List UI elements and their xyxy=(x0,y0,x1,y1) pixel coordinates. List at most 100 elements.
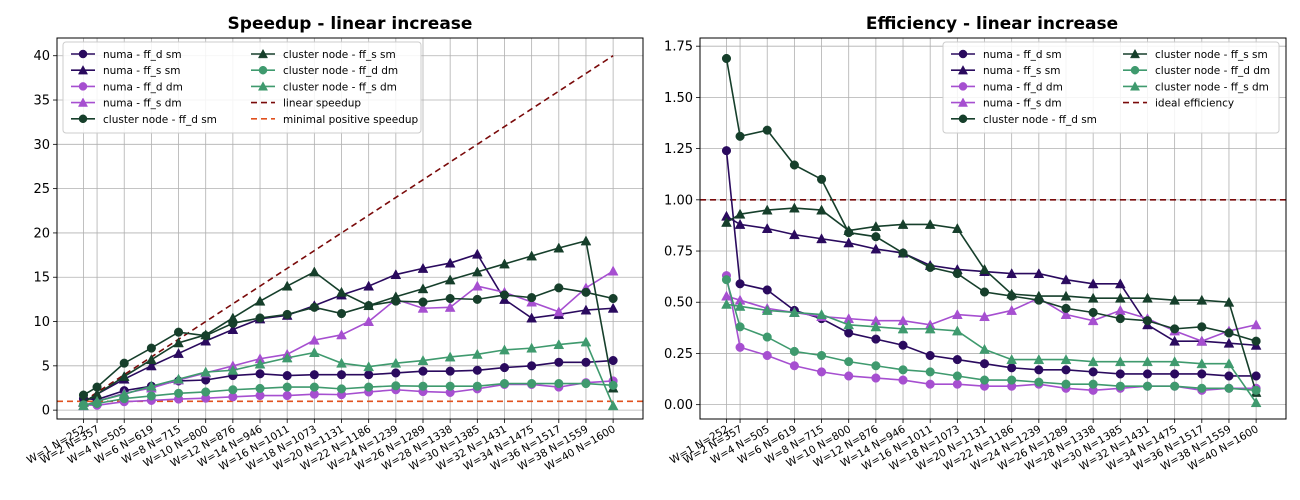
legend-marker xyxy=(78,49,88,59)
data-point-numa-ff-d-dm xyxy=(952,379,962,389)
data-point-cluster-node-ff-d-sm xyxy=(979,287,990,297)
legend-marker xyxy=(78,82,88,91)
legend-label: cluster node - ff_s dm xyxy=(283,81,397,93)
data-point-cluster-node-ff-d-dm xyxy=(472,381,482,391)
data-point-cluster-node-ff-s-sm xyxy=(444,274,456,285)
data-point-cluster-node-ff-s-sm xyxy=(1196,294,1208,305)
data-point-numa-ff-d-sm xyxy=(844,328,854,338)
legend-label: numa - ff_d dm xyxy=(103,81,183,93)
legend-entry-cluster-node-ff-d-sm: cluster node - ff_d sm xyxy=(71,114,217,126)
data-point-cluster-node-ff-d-dm xyxy=(201,387,211,397)
data-point-numa-ff-s-sm xyxy=(580,304,592,315)
legend-label: numa - ff_s dm xyxy=(983,98,1062,110)
data-point-numa-ff-d-sm xyxy=(608,355,618,366)
data-point-numa-ff-d-sm xyxy=(527,361,537,371)
data-point-cluster-node-ff-d-dm xyxy=(789,346,799,356)
data-point-numa-ff-d-sm xyxy=(1142,369,1153,379)
data-point-cluster-node-ff-d-dm xyxy=(1224,383,1234,393)
series-cluster-node-ff-s-dm xyxy=(721,298,1262,408)
data-point-cluster-node-ff-s-dm xyxy=(924,323,936,334)
legend-entry-numa-ff-s-sm: numa - ff_s sm xyxy=(951,65,1060,77)
data-point-cluster-node-ff-s-sm xyxy=(721,216,732,227)
data-point-numa-ff-d-sm xyxy=(952,355,962,365)
data-point-numa-ff-d-sm xyxy=(1224,371,1234,381)
data-point-cluster-node-ff-d-sm xyxy=(898,248,908,258)
data-point-cluster-node-ff-d-dm xyxy=(1197,383,1207,393)
data-point-numa-ff-d-sm xyxy=(1251,371,1261,381)
data-point-cluster-node-ff-d-dm xyxy=(1061,379,1071,389)
data-point-cluster-node-ff-d-sm xyxy=(554,283,564,293)
data-point-cluster-node-ff-d-dm xyxy=(952,371,962,381)
data-point-cluster-node-ff-s-sm xyxy=(951,223,963,233)
y-tick-label: 15 xyxy=(33,271,50,286)
data-point-numa-ff-d-sm xyxy=(1061,365,1071,375)
data-point-cluster-node-ff-s-sm xyxy=(979,263,990,274)
data-point-numa-ff-s-sm xyxy=(816,233,827,244)
data-point-cluster-node-ff-s-sm xyxy=(146,354,157,365)
data-point-numa-ff-s-sm xyxy=(843,237,855,248)
data-point-cluster-node-ff-s-sm xyxy=(281,280,293,291)
data-point-numa-ff-d-sm xyxy=(581,357,591,367)
data-point-cluster-node-ff-d-dm xyxy=(762,332,772,342)
data-point-numa-ff-d-sm xyxy=(898,340,908,350)
data-point-cluster-node-ff-s-dm xyxy=(336,357,347,368)
legend-marker xyxy=(258,65,268,75)
data-point-cluster-node-ff-d-dm xyxy=(871,361,881,371)
y-tick-label: 0.50 xyxy=(664,296,693,311)
data-point-numa-ff-s-sm xyxy=(200,335,212,346)
data-point-numa-ff-s-sm xyxy=(734,218,746,229)
data-point-numa-ff-d-sm xyxy=(554,357,564,367)
legend-entry-numa-ff-d-dm: numa - ff_d dm xyxy=(71,81,183,93)
data-point-cluster-node-ff-s-dm xyxy=(281,352,293,363)
data-point-numa-ff-s-sm xyxy=(390,269,402,280)
data-point-cluster-node-ff-s-dm xyxy=(1223,358,1235,369)
data-point-cluster-node-ff-d-dm xyxy=(336,384,347,394)
y-tick-label: 0 xyxy=(42,404,50,419)
data-point-cluster-node-ff-d-sm xyxy=(445,293,455,304)
data-point-cluster-node-ff-s-sm xyxy=(118,370,130,381)
data-point-cluster-node-ff-s-sm xyxy=(471,266,483,277)
y-tick-label: 40 xyxy=(33,49,50,64)
data-point-cluster-node-ff-d-dm xyxy=(581,379,591,389)
data-point-cluster-node-ff-d-sm xyxy=(581,287,591,297)
y-tick-label: 0.25 xyxy=(664,347,693,362)
data-point-cluster-node-ff-d-dm xyxy=(554,379,564,389)
legend-label: cluster node - ff_d sm xyxy=(983,114,1097,126)
data-point-cluster-node-ff-d-sm xyxy=(1251,336,1261,346)
data-point-cluster-node-ff-s-dm xyxy=(1087,356,1099,367)
data-point-numa-ff-s-sm xyxy=(173,347,184,358)
efficiency-chart-title: Efficiency - linear increase xyxy=(866,14,1118,34)
data-point-cluster-node-ff-s-dm xyxy=(721,298,732,309)
data-point-cluster-node-ff-s-sm xyxy=(417,283,429,294)
legend-label: cluster node - ff_s dm xyxy=(1155,81,1269,93)
data-point-numa-ff-d-dm xyxy=(844,371,854,381)
data-point-cluster-node-ff-s-dm xyxy=(1169,356,1181,367)
data-point-cluster-node-ff-d-dm xyxy=(418,381,428,391)
data-point-numa-ff-d-sm xyxy=(255,369,265,379)
data-point-cluster-node-ff-d-dm xyxy=(1088,379,1098,389)
data-point-numa-ff-s-dm xyxy=(979,311,990,322)
y-tick-label: 0.75 xyxy=(664,245,693,260)
series-cluster-node-ff-s-dm xyxy=(78,336,619,411)
data-point-cluster-node-ff-s-dm xyxy=(580,336,592,347)
data-point-cluster-node-ff-s-dm xyxy=(146,380,157,391)
efficiency-chart: Efficiency - linear increase 0.00 0.25 0.5… xyxy=(664,14,1287,473)
legend-entry-cluster-node-ff-s-sm: cluster node - ff_s sm xyxy=(251,48,396,61)
y-tick-label: 1.75 xyxy=(664,40,693,55)
data-point-numa-ff-d-sm xyxy=(309,370,319,380)
data-point-numa-ff-d-sm xyxy=(472,365,482,375)
data-point-cluster-node-ff-s-sm xyxy=(1033,290,1045,301)
data-point-cluster-node-ff-d-sm xyxy=(735,131,745,141)
series-cluster-node-ff-d-sm xyxy=(721,53,1261,346)
data-point-numa-ff-s-dm xyxy=(1087,315,1099,326)
data-point-cluster-node-ff-d-dm xyxy=(391,381,401,391)
legend-label: linear speedup xyxy=(283,98,361,110)
data-point-numa-ff-s-dm xyxy=(1196,335,1208,346)
data-point-cluster-node-ff-d-sm xyxy=(499,290,510,300)
legend-entry-cluster-node-ff-d-dm: cluster node - ff_d dm xyxy=(251,65,398,77)
data-point-cluster-node-ff-s-sm xyxy=(1114,292,1126,303)
data-point-numa-ff-s-dm xyxy=(308,334,320,345)
data-point-numa-ff-d-sm xyxy=(925,350,935,361)
legend-label: numa - ff_d dm xyxy=(983,81,1063,93)
data-point-numa-ff-d-dm xyxy=(898,375,908,385)
